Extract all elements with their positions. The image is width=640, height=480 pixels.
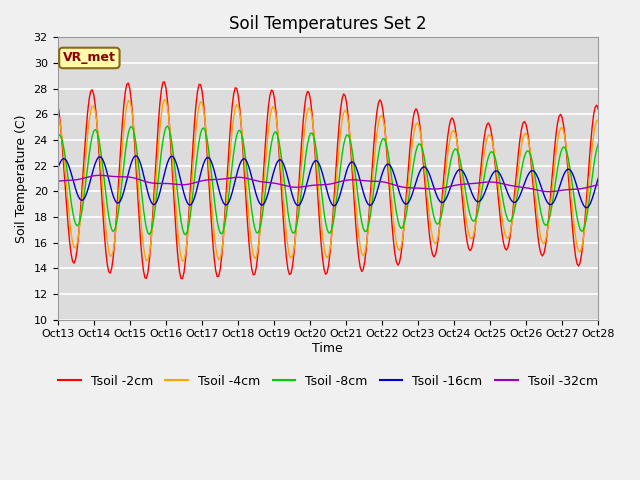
Text: VR_met: VR_met <box>63 51 116 64</box>
Tsoil -4cm <box>595 118 602 123</box>
Line: Tsoil -2cm: Tsoil -2cm <box>58 82 598 279</box>
Line: Tsoil -16cm: Tsoil -16cm <box>58 156 598 208</box>
Tsoil -4cm <box>161 96 168 102</box>
Tsoil -32cm <box>243 176 251 181</box>
Tsoil -32cm <box>292 184 300 190</box>
Tsoil -4cm <box>179 258 186 264</box>
Tsoil -4cm <box>245 215 253 220</box>
Tsoil -8cm <box>236 127 244 133</box>
Tsoil -32cm <box>96 172 104 178</box>
Tsoil -16cm <box>292 201 300 206</box>
Tsoil -16cm <box>216 192 224 197</box>
Tsoil -2cm <box>120 103 127 108</box>
Line: Tsoil -8cm: Tsoil -8cm <box>58 126 598 235</box>
Tsoil -8cm <box>120 162 127 168</box>
Tsoil -2cm <box>236 105 244 111</box>
Tsoil -32cm <box>545 189 552 194</box>
Tsoil -16cm <box>582 205 590 211</box>
Tsoil -8cm <box>164 123 172 129</box>
Tsoil -4cm <box>120 127 127 133</box>
Tsoil -2cm <box>293 211 301 217</box>
Legend: Tsoil -2cm, Tsoil -4cm, Tsoil -8cm, Tsoil -16cm, Tsoil -32cm: Tsoil -2cm, Tsoil -4cm, Tsoil -8cm, Tsoi… <box>53 370 603 393</box>
Tsoil -32cm <box>595 182 602 188</box>
Tsoil -8cm <box>293 221 301 227</box>
Tsoil -8cm <box>54 134 61 140</box>
Tsoil -16cm <box>234 166 242 172</box>
Tsoil -16cm <box>243 160 251 166</box>
Tsoil -8cm <box>182 232 189 238</box>
X-axis label: Time: Time <box>312 342 343 355</box>
Line: Tsoil -4cm: Tsoil -4cm <box>58 99 598 261</box>
Tsoil -32cm <box>54 179 61 184</box>
Title: Soil Temperatures Set 2: Soil Temperatures Set 2 <box>229 15 427 33</box>
Tsoil -16cm <box>595 176 602 181</box>
Tsoil -32cm <box>234 174 242 180</box>
Tsoil -8cm <box>567 173 575 179</box>
Tsoil -2cm <box>161 79 168 84</box>
Tsoil -2cm <box>179 276 186 282</box>
Tsoil -4cm <box>236 110 244 116</box>
Tsoil -32cm <box>122 174 129 180</box>
Tsoil -4cm <box>218 249 225 254</box>
Tsoil -2cm <box>245 238 253 243</box>
Tsoil -16cm <box>54 167 61 172</box>
Tsoil -8cm <box>218 231 225 237</box>
Tsoil -2cm <box>218 254 225 260</box>
Tsoil -2cm <box>595 106 602 112</box>
Tsoil -8cm <box>245 183 253 189</box>
Tsoil -4cm <box>293 219 301 225</box>
Tsoil -8cm <box>595 141 602 147</box>
Y-axis label: Soil Temperature (C): Soil Temperature (C) <box>15 114 28 243</box>
Tsoil -16cm <box>566 167 573 172</box>
Tsoil -16cm <box>132 153 140 159</box>
Tsoil -16cm <box>120 189 127 194</box>
Tsoil -4cm <box>567 192 575 197</box>
Line: Tsoil -32cm: Tsoil -32cm <box>58 175 598 192</box>
Tsoil -4cm <box>54 111 61 117</box>
Tsoil -2cm <box>54 100 61 106</box>
Tsoil -2cm <box>567 208 575 214</box>
Tsoil -32cm <box>567 187 575 192</box>
Tsoil -32cm <box>216 177 224 182</box>
